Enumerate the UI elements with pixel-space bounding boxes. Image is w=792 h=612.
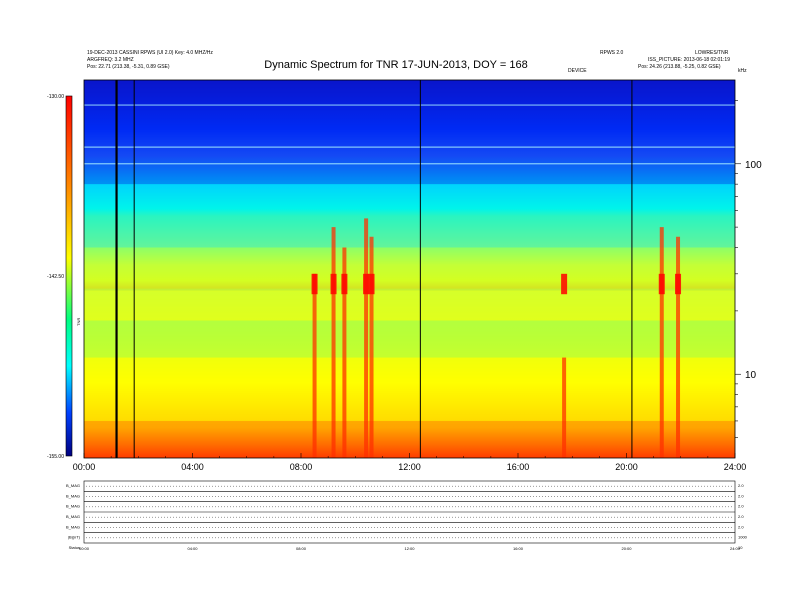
radio-burst [364, 218, 369, 458]
radio-burst [659, 227, 664, 458]
panel-x-tick-label: 16:00 [513, 546, 524, 551]
header-right-line1: RPWS 2.0 [600, 50, 624, 56]
panel-right-tick-label: 2.0 [738, 493, 744, 498]
radio-burst [342, 247, 347, 458]
spectrum-band [84, 320, 735, 358]
x-tick-label: 04:00 [181, 462, 204, 472]
spectrum-band [84, 80, 735, 185]
radio-burst [312, 273, 317, 458]
spectrogram-overlay [115, 80, 682, 458]
y-tick-label: 10 [745, 370, 757, 381]
panel-x-tick-label: 08:00 [296, 546, 307, 551]
panel-right-tick-label: 2.0 [738, 524, 744, 529]
panel-right-tick-label: 2.0 [738, 483, 744, 488]
header-left-line1: 19-DEC-2013 CASSINI RPWS (UI 2.0) Key: 4… [87, 50, 213, 56]
colorbar [65, 95, 73, 457]
radio-burst-core [658, 273, 665, 295]
header-right-line2: LOWRES/TNR [695, 50, 729, 56]
spectrum-band [84, 290, 735, 321]
panel-right-tick-label: 2.0 [738, 514, 744, 519]
spectrogram-background [84, 80, 735, 458]
panel-x-tick-label: 04:00 [187, 546, 198, 551]
spectrum-band [84, 420, 735, 458]
panel-row-label: B_MAG [66, 504, 80, 509]
spectrogram [84, 80, 735, 458]
radio-burst-core [561, 273, 568, 295]
chart-title: Dynamic Spectrum for TNR 17-JUN-2013, DO… [264, 59, 528, 71]
colorbar-tick-label: -130.00 [47, 94, 64, 100]
panel-right-tick-label: 2.0 [738, 504, 744, 509]
panel-right-tick-label: 10 [738, 545, 743, 550]
header-right-corner: kHz [738, 68, 747, 74]
panel-row-label: B_MAG [66, 524, 80, 529]
radio-burst-core [341, 273, 348, 295]
radio-burst-core [363, 273, 370, 295]
x-tick-label: 00:00 [73, 462, 96, 472]
panel-x-tick-label: 00:00 [79, 546, 90, 551]
header-right-flag: DEVICE [568, 68, 587, 74]
radio-burst-core [368, 273, 375, 295]
x-tick-label: 16:00 [507, 462, 530, 472]
panel-row-label: B_MAG [66, 483, 80, 488]
panel-x-tick-label: 20:00 [621, 546, 632, 551]
colorbar-label: TNR [76, 318, 81, 326]
spectrum-band [84, 247, 735, 291]
spectrum-band [84, 357, 735, 421]
x-tick-label: 08:00 [290, 462, 313, 472]
radio-burst-core [311, 273, 318, 295]
colorbar-tick-label: -155.00 [47, 454, 64, 460]
panel-row-label: |B|(nT) [68, 535, 81, 540]
x-tick-label: 12:00 [398, 462, 421, 472]
panel-x-tick-label: 24:00 [730, 546, 741, 551]
x-tick-label: 24:00 [724, 462, 747, 472]
ephemeris-panels: B_MAG 2.0 B_MAG 2.0 B_MAG 2.0 B_MAG 2.0 B_MAG 2.0… [66, 480, 748, 551]
colorbar-tick-label: -142.50 [47, 274, 64, 280]
panel-row-label: Status [69, 545, 80, 550]
panel-right-tick-label: 1000 [738, 535, 748, 540]
header-right-line4: Pos: 24.26 (213.88, -5.25, 0.82 GSE) [638, 64, 721, 70]
header-right-line3: ISS_PICTURE: 2013-06-18 02:01:19 [648, 57, 730, 63]
spectrogram-axes: 00:00 04:00 08:00 12:00 16:00 20:00 24:00 100 10 [73, 79, 762, 472]
radio-burst [562, 357, 567, 458]
x-tick-label: 20:00 [615, 462, 638, 472]
panel-row-label: B_MAG [66, 493, 80, 498]
radio-burst-core [330, 273, 337, 295]
panel-x-tick-label: 12:00 [404, 546, 415, 551]
header-left-line3: Pos: 22.71 (213.38, -5.31, 0.89 GSE) [87, 64, 170, 70]
y-tick-label: 100 [745, 160, 762, 171]
panel-row-label: B_MAG [66, 514, 80, 519]
header-left-line2: ARGFREQ: 3.2 MHZ [87, 57, 134, 63]
spectrum-band [84, 184, 735, 248]
radio-burst-core [675, 273, 682, 295]
radio-burst [676, 236, 681, 458]
radio-burst [369, 236, 374, 458]
radio-burst [331, 227, 336, 458]
